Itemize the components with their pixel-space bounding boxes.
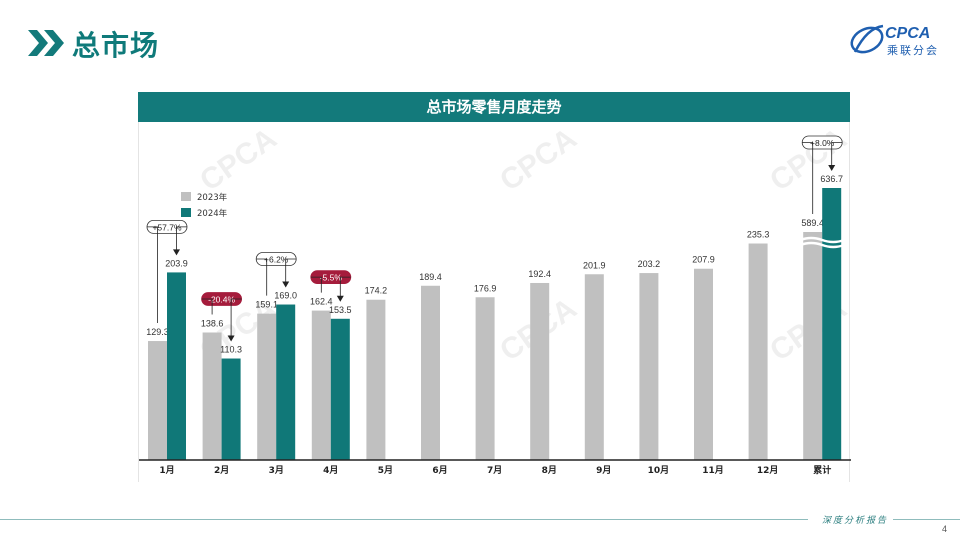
legend-swatch-1 <box>181 208 191 217</box>
bar-prev-9 <box>639 273 659 460</box>
legend-label-1: 2024年 <box>197 208 228 219</box>
axis-break-mark-1 <box>799 241 845 249</box>
watermark-logo: CPCA <box>494 122 583 198</box>
bar-curr-2 <box>276 304 296 460</box>
bar-prev-2 <box>257 313 277 460</box>
x-tick-label-7: 8月 <box>542 465 557 476</box>
bar-curr-3 <box>330 318 350 460</box>
x-tick-label-9: 10月 <box>648 465 670 476</box>
data-label-prev-4: 174.2 <box>365 286 388 296</box>
bar-prev-5 <box>421 285 440 460</box>
x-tick-label-0: 1月 <box>159 465 174 476</box>
footer-text: 深度分析报告 <box>822 516 889 526</box>
bar-prev-6 <box>475 297 495 460</box>
page-number: 4 <box>942 524 948 534</box>
yoy-label-1: -20.4% <box>208 294 235 304</box>
bar-prev-7 <box>530 282 550 460</box>
x-tick-label-6: 7月 <box>487 465 502 476</box>
yoy-connector-2 <box>256 258 268 296</box>
bar-prev-4 <box>366 299 386 460</box>
yoy-arrow-line-3 <box>339 276 351 297</box>
x-tick-label-1: 2月 <box>214 465 229 476</box>
data-label-prev-5: 189.4 <box>419 272 442 282</box>
chart-title: 总市场零售月度走势 <box>138 92 850 122</box>
yoy-label-3: -5.5% <box>320 273 343 283</box>
x-tick-label-3: 4月 <box>323 465 338 476</box>
yoy-connector-0 <box>147 226 158 324</box>
bar-prev-3 <box>311 310 331 460</box>
chevron-right-icon <box>28 30 64 56</box>
data-label-prev-10: 207.9 <box>692 255 715 265</box>
svg-text:CPCA: CPCA <box>494 122 583 198</box>
data-label-prev-3: 162.4 <box>310 297 333 307</box>
data-label-curr-2: 169.0 <box>274 291 297 301</box>
bar-prev-10 <box>694 268 713 460</box>
yoy-arrow-line-1 <box>230 298 242 337</box>
yoy-arrowhead-3 <box>336 295 344 302</box>
yoy-arrow-line-4 <box>831 142 843 166</box>
yoy-arrowhead-1 <box>227 335 235 342</box>
yoy-arrowhead-0 <box>173 249 180 256</box>
x-tick-label-10: 11月 <box>702 465 724 476</box>
data-label-prev-11: 235.3 <box>747 230 770 240</box>
bar-prev-1 <box>202 332 222 460</box>
logo-text: CPCA <box>885 25 930 42</box>
axis-break-mark-0 <box>799 236 845 244</box>
page-title: 总市场 <box>72 29 160 62</box>
bar-curr-0 <box>167 272 186 460</box>
data-label-curr-1: 110.3 <box>220 345 242 355</box>
data-label-curr-12: 636.7 <box>820 174 843 184</box>
legend-label-0: 2023年 <box>197 192 228 203</box>
legend-swatch-0 <box>181 192 191 201</box>
bar-prev-0 <box>148 341 167 460</box>
data-label-curr-0: 203.9 <box>165 258 188 268</box>
bar-chart: CPCACPCACPCACPCACPCACPCA129.3203.9138.61… <box>139 122 851 476</box>
svg-text:CPCA: CPCA <box>764 122 851 198</box>
watermark-logo: CPCA <box>764 122 851 198</box>
x-tick-label-11: 12月 <box>757 465 779 476</box>
data-label-prev-1: 138.6 <box>201 318 224 328</box>
bar-prev-12 <box>803 232 823 460</box>
x-tick-label-5: 6月 <box>432 465 447 476</box>
yoy-label-2: +6.2% <box>264 255 289 265</box>
svg-text:CPCA: CPCA <box>194 122 283 198</box>
yoy-arrowhead-2 <box>282 281 290 288</box>
yoy-connector-3 <box>310 276 322 293</box>
yoy-connector-4 <box>802 142 814 214</box>
data-label-prev-8: 201.9 <box>583 260 606 270</box>
watermark-logo: CPCA <box>194 122 283 198</box>
data-label-prev-9: 203.2 <box>638 259 661 269</box>
x-tick-label-4: 5月 <box>378 465 393 476</box>
yoy-arrowhead-4 <box>828 165 836 171</box>
yoy-label-4: +8.0% <box>810 138 835 148</box>
x-tick-label-2: 3月 <box>269 465 284 476</box>
data-label-prev-7: 192.4 <box>528 269 551 279</box>
footer-line-right <box>893 519 960 520</box>
data-label-prev-2: 159.1 <box>255 300 278 310</box>
cpca-logo: CPCA 乘联分会 <box>850 24 939 57</box>
logo-subtext: 乘联分会 <box>887 44 939 57</box>
yoy-label-0: +57.7% <box>152 222 182 232</box>
data-label-prev-6: 176.9 <box>474 283 497 293</box>
bar-prev-11 <box>748 243 768 460</box>
yoy-arrow-line-0 <box>176 226 187 251</box>
yoy-arrow-line-2 <box>285 258 297 283</box>
x-tick-label-12: 累计 <box>813 464 831 476</box>
chart-frame: CPCACPCACPCACPCACPCACPCA129.3203.9138.61… <box>138 122 851 482</box>
bar-curr-1 <box>221 358 241 460</box>
data-label-prev-0: 129.3 <box>146 327 169 337</box>
data-label-prev-12: 589.4 <box>801 218 824 228</box>
yoy-connector-1 <box>201 298 213 315</box>
footer-line-left <box>0 519 808 520</box>
data-label-curr-3: 153.5 <box>329 305 352 315</box>
bar-curr-12 <box>822 188 842 460</box>
x-tick-label-8: 9月 <box>596 465 611 476</box>
bar-prev-8 <box>584 274 604 460</box>
